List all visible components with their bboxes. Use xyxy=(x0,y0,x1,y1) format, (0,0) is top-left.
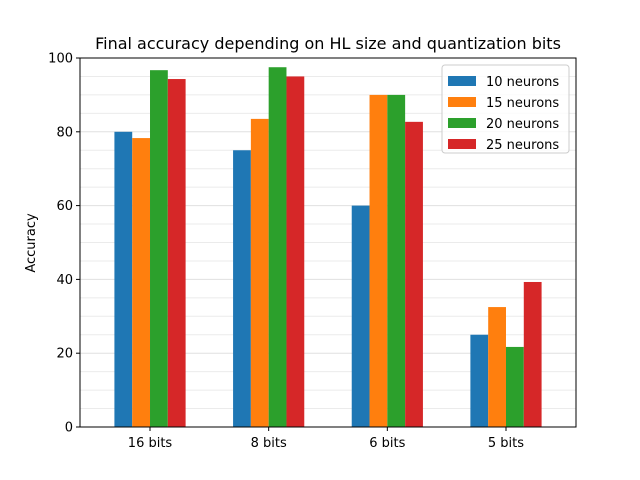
bar xyxy=(167,79,186,428)
legend-swatch xyxy=(448,76,476,86)
bars xyxy=(114,67,542,428)
bar xyxy=(233,150,251,427)
chart-title: Final accuracy depending on HL size and … xyxy=(95,34,561,53)
x-tick-label: 5 bits xyxy=(488,436,524,451)
legend: 10 neurons 15 neurons 20 neurons 25 neurons xyxy=(441,64,570,154)
y-tick-label: 0 xyxy=(65,421,73,436)
bar xyxy=(132,138,151,427)
bar xyxy=(470,334,489,427)
legend-swatch xyxy=(448,118,476,128)
bar xyxy=(250,118,269,427)
bar xyxy=(268,67,287,427)
bar xyxy=(405,121,423,427)
bar xyxy=(369,94,388,428)
legend-swatch xyxy=(448,97,476,107)
bar xyxy=(523,281,542,427)
y-tick-label: 20 xyxy=(56,347,73,362)
bar xyxy=(351,205,370,427)
bar xyxy=(150,70,168,427)
bar xyxy=(286,76,305,427)
bar xyxy=(488,307,506,427)
x-tick-label: 8 bits xyxy=(251,436,287,451)
x-axis-ticks: 16 bits 8 bits 6 bits 5 bits xyxy=(128,427,524,451)
y-tick-label: 40 xyxy=(56,273,73,288)
bar xyxy=(505,346,524,427)
x-tick-label: 16 bits xyxy=(128,436,173,451)
x-tick-label: 6 bits xyxy=(369,436,405,451)
legend-label: 25 neurons xyxy=(486,138,559,153)
legend-box xyxy=(441,64,570,154)
y-tick-label: 60 xyxy=(56,199,73,214)
y-tick-label: 100 xyxy=(48,52,73,67)
legend-label: 10 neurons xyxy=(486,75,559,90)
bar xyxy=(114,131,133,428)
bar xyxy=(387,94,406,428)
legend-swatch xyxy=(448,139,476,149)
y-axis-label: Accuracy xyxy=(24,213,39,273)
plot-frame xyxy=(79,57,577,428)
y-axis-ticks: 0 20 40 60 80 100 xyxy=(48,52,80,436)
y-tick-label: 80 xyxy=(56,125,73,140)
legend-label: 20 neurons xyxy=(486,117,559,132)
legend-label: 15 neurons xyxy=(486,96,559,111)
